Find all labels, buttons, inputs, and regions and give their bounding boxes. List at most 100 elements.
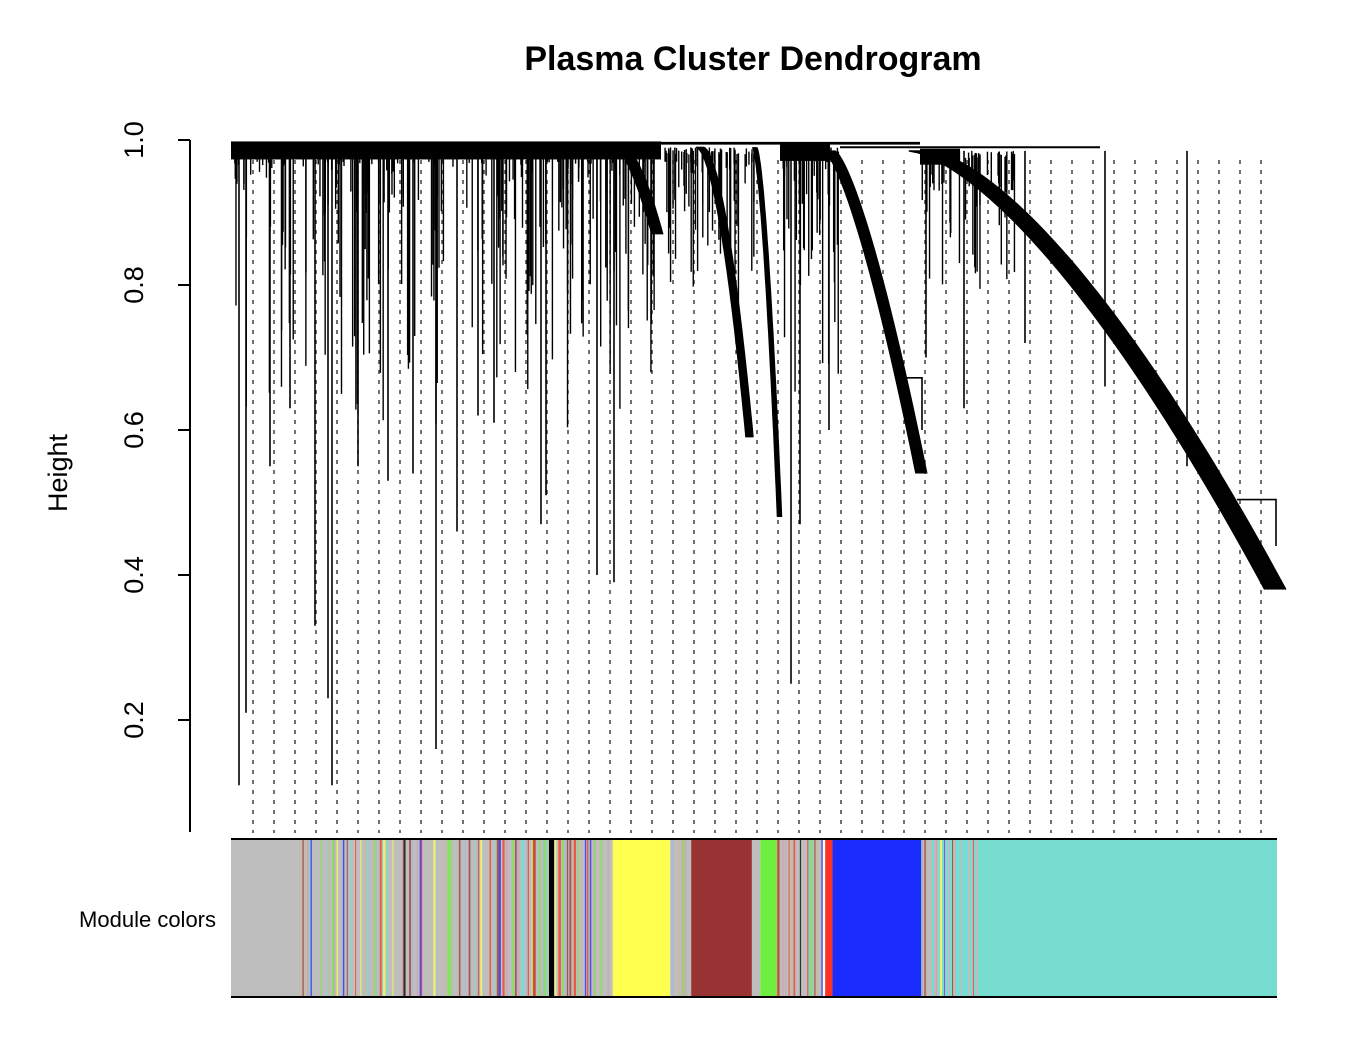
module-color-stripe — [333, 839, 336, 997]
module-color-stripe — [796, 839, 798, 997]
module-color-stripe — [489, 839, 492, 997]
module-color-stripe — [531, 839, 534, 997]
module-color-stripe — [514, 839, 517, 997]
branch-bundle — [698, 146, 750, 438]
branch-bundle — [924, 150, 1281, 590]
module-color-stripe — [992, 839, 994, 997]
color-bar-label: Module colors — [79, 907, 216, 932]
module-color-stripe — [549, 839, 554, 997]
branch-bundle — [751, 146, 779, 518]
module-color-stripe — [543, 839, 546, 997]
y-tick-label: 0.2 — [119, 701, 149, 739]
y-axis-label: Height — [43, 433, 73, 512]
module-color-stripe — [532, 839, 535, 997]
module-color-stripe — [477, 839, 480, 997]
module-color-stripe — [936, 839, 937, 997]
branch-bundle — [915, 150, 1273, 590]
module-color-stripe — [298, 839, 302, 997]
module-color-stripe — [541, 839, 544, 997]
module-color-stripe — [984, 839, 986, 997]
module-color-stripe — [310, 839, 312, 997]
branch-line — [1237, 498, 1277, 546]
module-color-stripe — [411, 839, 414, 997]
module-color-stripe — [428, 839, 431, 997]
module-color-stripe — [998, 839, 1000, 997]
module-color-stripe — [978, 839, 980, 997]
module-color-stripe — [421, 839, 423, 997]
branch-bundle — [624, 146, 664, 235]
module-color-stripe — [379, 839, 382, 997]
module-color-stripe — [600, 839, 603, 997]
branch-bundle — [623, 146, 663, 235]
module-color-stripe — [986, 839, 988, 997]
module-color-segment — [825, 839, 833, 997]
module-color-stripe — [403, 839, 406, 997]
module-color-stripe — [793, 839, 796, 997]
module-color-stripe — [597, 839, 600, 997]
module-color-stripe — [390, 839, 394, 997]
branch-bundle — [829, 150, 923, 474]
module-color-stripe — [951, 839, 954, 997]
module-color-stripe — [573, 839, 576, 997]
branch-bundle — [824, 150, 918, 474]
branch-bundle — [910, 150, 1267, 590]
module-color-stripe — [1004, 839, 1006, 997]
leaf-guide-lines — [252, 160, 1262, 833]
module-color-stripe — [586, 839, 589, 997]
module-color-stripe — [323, 839, 326, 997]
module-color-stripe — [327, 839, 330, 997]
branch-bundle — [823, 150, 917, 474]
module-color-stripe — [788, 839, 790, 997]
module-color-stripe — [578, 839, 580, 997]
branch-bundle — [755, 146, 783, 518]
branch-bundle — [617, 146, 657, 235]
module-color-stripe — [956, 839, 958, 997]
branch-bundle — [929, 150, 1287, 590]
branch-bundle — [833, 150, 927, 474]
module-color-stripe — [964, 839, 966, 997]
module-color-stripe — [508, 839, 511, 997]
module-color-stripe — [482, 839, 484, 997]
module-color-stripe — [496, 839, 500, 997]
module-color-stripe — [309, 839, 311, 997]
module-color-stripe — [950, 839, 952, 997]
module-color-stripe — [673, 839, 675, 997]
branch-bundle — [754, 146, 782, 518]
module-color-stripe — [580, 839, 583, 997]
module-color-stripe — [517, 839, 520, 997]
module-color-stripe — [502, 839, 505, 997]
branch-bundle — [619, 146, 659, 235]
module-color-stripe — [526, 839, 528, 997]
module-color-stripe — [458, 839, 461, 997]
branch-bundle — [921, 150, 1279, 590]
module-color-segment — [691, 839, 752, 997]
branch-bundle — [830, 150, 924, 474]
module-color-stripe — [443, 839, 447, 997]
module-color-stripe — [480, 839, 483, 997]
module-color-stripe — [470, 839, 473, 997]
module-color-stripe — [958, 839, 960, 997]
module-color-stripe — [821, 839, 823, 997]
module-color-stripe — [302, 839, 304, 997]
module-color-stripe — [478, 839, 481, 997]
module-color-stripe — [799, 839, 802, 997]
y-tick-label: 0.4 — [119, 556, 149, 594]
module-color-stripe — [687, 839, 690, 997]
module-color-stripe — [328, 839, 330, 997]
y-tick-label: 1.0 — [119, 121, 149, 159]
module-color-stripe — [336, 839, 339, 997]
branch-bundle — [695, 146, 747, 438]
branch-bundle — [926, 150, 1284, 590]
module-color-stripe — [511, 839, 514, 997]
branch-bundle — [618, 146, 658, 235]
module-color-stripe — [368, 839, 371, 997]
module-color-stripe — [318, 839, 320, 997]
branch-bundle — [914, 150, 1272, 590]
module-color-stripe — [538, 839, 541, 997]
module-color-stripe — [569, 839, 572, 997]
module-color-stripe — [367, 839, 370, 997]
branch-bundle — [917, 150, 1274, 590]
module-color-stripe — [980, 839, 982, 997]
module-color-stripe — [816, 839, 819, 997]
branch-bundle — [828, 150, 922, 474]
